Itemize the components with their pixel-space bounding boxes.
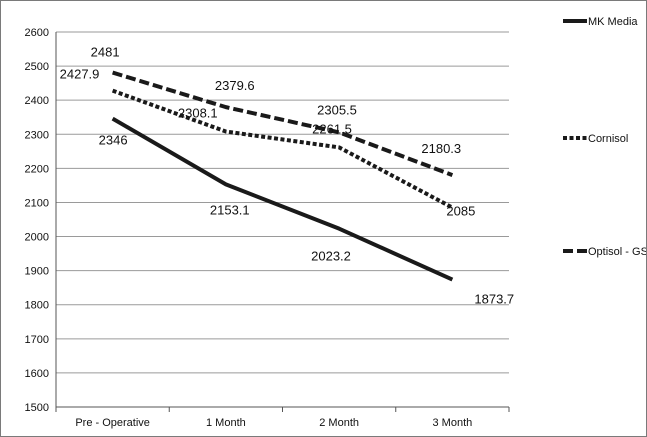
legend-label: MK Media	[588, 16, 638, 28]
y-tick-label: 1500	[25, 402, 49, 414]
data-label: 2180.3	[421, 141, 461, 156]
x-tick-label: 1 Month	[206, 417, 246, 429]
y-tick-label: 2300	[25, 129, 49, 141]
y-tick-label: 2000	[25, 232, 49, 244]
data-label: 2023.2	[311, 249, 351, 264]
y-tick-label: 2500	[25, 61, 49, 73]
data-label: 2261.5	[312, 121, 352, 136]
data-label: 1873.7	[474, 292, 514, 307]
legend: MK Media Cornisol Optisol - GS	[563, 16, 646, 258]
legend-label: Cornisol	[588, 133, 628, 145]
y-tick-label: 1900	[25, 266, 49, 278]
y-tick-label: 2200	[25, 163, 49, 175]
y-tick-label: 1600	[25, 368, 49, 380]
data-label: 2346	[99, 133, 128, 148]
series-lines	[113, 73, 453, 280]
data-label: 2308.1	[178, 106, 218, 121]
x-tick-label: 2 Month	[319, 417, 359, 429]
data-label: 2379.6	[215, 78, 255, 93]
x-tick-label: 3 Month	[433, 417, 473, 429]
gridlines	[56, 32, 509, 373]
legend-label: Optisol - GS	[588, 246, 646, 258]
y-tick-label: 2100	[25, 197, 49, 209]
data-label: 2153.1	[210, 202, 250, 217]
axes: 1500 1600 1700 1800 1900 2000 2100 2200 2300 2400…	[25, 27, 509, 429]
series-line-optisol-gs	[113, 73, 453, 176]
data-label: 2481	[91, 45, 120, 60]
y-tick-label: 1700	[25, 334, 49, 346]
data-label: 2085	[446, 204, 475, 219]
x-tick-label: Pre - Operative	[75, 417, 150, 429]
y-tick-label: 2600	[25, 27, 49, 39]
data-labels: 2346 2153.1 2023.2 1873.7 2427.9 2308.1 2261.5…	[60, 45, 515, 307]
y-tick-label: 1800	[25, 300, 49, 312]
y-tick-label: 2400	[25, 95, 49, 107]
data-label: 2305.5	[317, 102, 357, 117]
data-label: 2427.9	[60, 67, 100, 82]
series-line-mk-media	[113, 119, 453, 280]
